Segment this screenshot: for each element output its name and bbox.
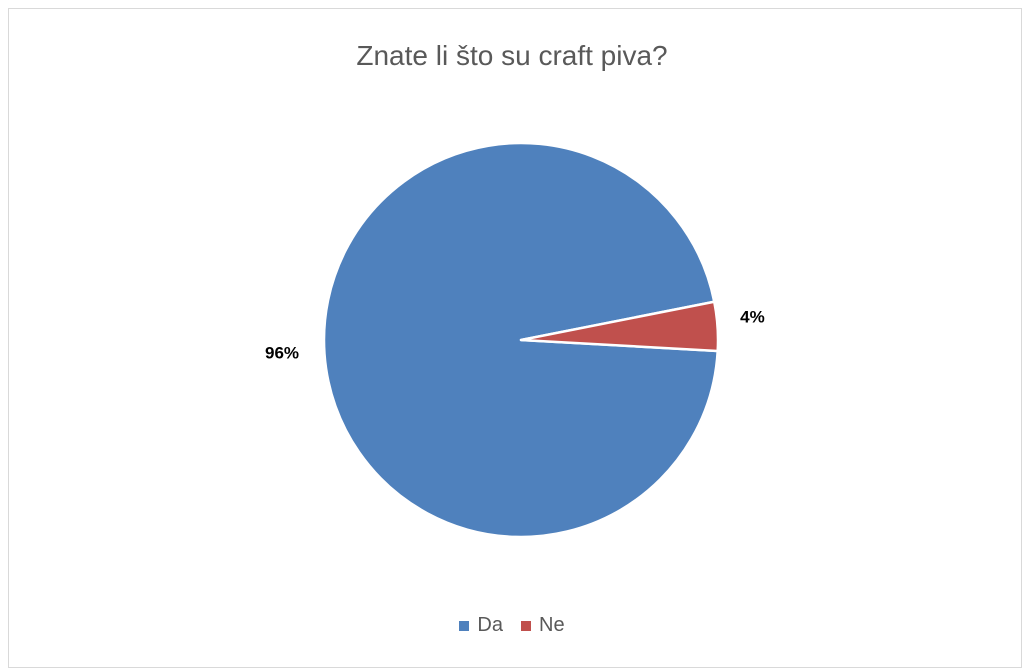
legend-swatch-ne	[521, 620, 531, 631]
legend-label-ne: Ne	[539, 614, 565, 636]
legend-swatch-da	[459, 620, 470, 631]
legend-item-da: Da	[459, 614, 503, 637]
pie-slice-ne	[519, 300, 720, 353]
data-label-ne: 4%	[740, 307, 765, 326]
data-label-da: 96%	[265, 343, 299, 362]
legend-label-da: Da	[477, 614, 503, 636]
legend: Da Ne	[0, 614, 1024, 637]
chart-title: Znate li što su craft piva?	[356, 40, 668, 71]
legend-item-ne: Ne	[521, 614, 565, 637]
